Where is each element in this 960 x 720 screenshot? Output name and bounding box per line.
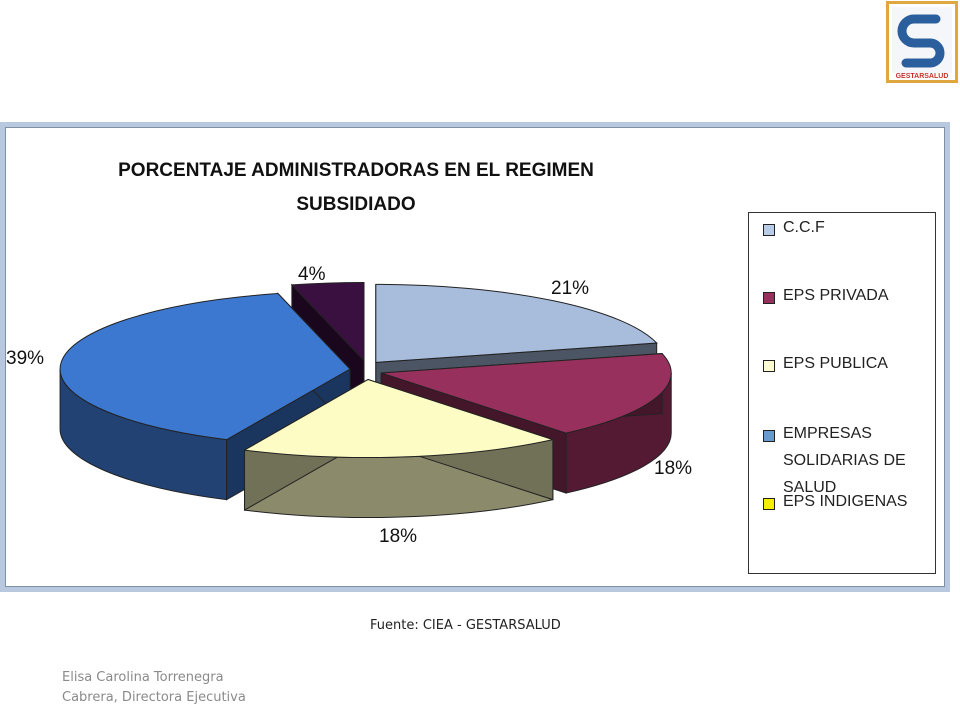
slice-top-face [375,283,658,363]
slice-top-face [242,378,555,459]
slice-label-empresas-solidarias: 39% [6,348,45,369]
slice-eps-publica [242,378,555,519]
legend-item-eps-privada: EPS PRIVADA [763,287,933,309]
legend-item-ccf: C.C.F [763,219,933,241]
legend-item-eps-publica: EPS PUBLICA [763,355,933,377]
author-footer: Elisa Carolina Torrenegra Cabrera, Direc… [62,670,246,705]
chart-title: PORCENTAJE ADMINISTRADORAS EN EL REGIMEN… [118,160,594,215]
slice-label-eps-privada: 18% [654,458,693,479]
legend-swatch [763,224,775,236]
legend-swatch [763,430,775,442]
legend-label: EPS INDIGENAS [783,493,908,510]
legend-item-eps-indigenas: EPS INDIGENAS [763,493,933,515]
legend-swatch [763,498,775,510]
gestarsalud-logo: GESTARSALUD [886,1,958,83]
slice-label-eps-publica: 18% [379,526,418,547]
legend-label: EPS PUBLICA [783,355,888,372]
legend-item-empresas-solidarias: EMPRESAS SOLIDARIAS DE SALUD [763,425,933,501]
slice-top-face [290,281,365,362]
logo-text: GESTARSALUD [896,73,949,80]
chart-area: PORCENTAJE ADMINISTRADORAS EN EL REGIMEN… [5,127,945,587]
pie-chart [59,281,672,519]
slice-top-face [59,293,351,441]
slice-label-ccf: 21% [551,278,590,299]
chart-frame: PORCENTAJE ADMINISTRADORAS EN EL REGIMEN… [0,122,950,592]
legend-label: EPS PRIVADA [783,287,889,304]
chart-legend: C.C.F EPS PRIVADA EPS PUBLICA EMPRESAS S… [748,212,936,574]
legend-swatch [763,292,775,304]
legend-swatch [763,360,775,372]
legend-label: C.C.F [783,219,825,236]
slice-top-face [381,353,672,434]
slice-label-eps-indigenas: 4% [298,264,326,285]
source-note: Fuente: CIEA - GESTARSALUD [370,618,561,633]
legend-label: EMPRESAS SOLIDARIAS DE SALUD [783,425,906,496]
